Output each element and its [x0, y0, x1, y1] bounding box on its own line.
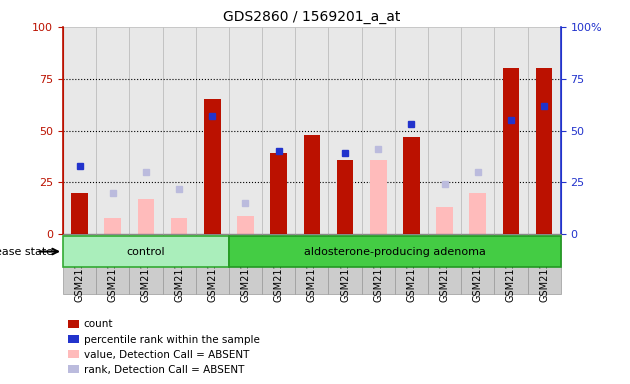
Title: GDS2860 / 1569201_a_at: GDS2860 / 1569201_a_at [223, 10, 401, 25]
Text: GSM211455: GSM211455 [373, 243, 383, 303]
Bar [328, 234, 362, 294]
Bar [96, 27, 129, 234]
Text: disease state: disease state [0, 247, 54, 257]
Bar [137, 199, 154, 234]
Bar [204, 99, 220, 234]
Text: control: control [127, 247, 165, 257]
Text: GSM211447: GSM211447 [108, 243, 118, 302]
Bar [63, 27, 96, 234]
Bar [295, 27, 328, 234]
Text: GSM211448: GSM211448 [141, 243, 151, 302]
Bar [63, 236, 229, 267]
Bar [71, 193, 88, 234]
Bar [536, 68, 553, 234]
Bar [229, 236, 561, 267]
Bar [503, 68, 519, 234]
Text: GSM211458: GSM211458 [472, 243, 483, 302]
Bar [527, 27, 561, 234]
Bar [495, 234, 527, 294]
Bar [328, 27, 362, 234]
Text: GSM211457: GSM211457 [440, 243, 450, 303]
Bar [204, 215, 220, 234]
Bar [129, 27, 163, 234]
Bar [229, 234, 262, 294]
Bar [270, 153, 287, 234]
Bar [469, 193, 486, 234]
Bar [63, 234, 96, 294]
Text: GSM211453: GSM211453 [307, 243, 317, 302]
Text: GSM211451: GSM211451 [241, 243, 251, 302]
Text: GSM211454: GSM211454 [340, 243, 350, 302]
Bar [262, 234, 295, 294]
Bar [436, 207, 453, 234]
Text: GSM211452: GSM211452 [273, 243, 284, 303]
Bar [196, 27, 229, 234]
Bar [527, 234, 561, 294]
Bar [362, 234, 395, 294]
Bar [461, 234, 495, 294]
Bar [171, 218, 188, 234]
Bar [196, 234, 229, 294]
Text: GSM211459: GSM211459 [506, 243, 516, 302]
Bar [495, 27, 527, 234]
Bar [395, 234, 428, 294]
Text: GSM211446: GSM211446 [74, 243, 84, 302]
Bar [96, 234, 129, 294]
Bar [428, 234, 461, 294]
Text: GSM211456: GSM211456 [406, 243, 416, 302]
Text: aldosterone-producing adenoma: aldosterone-producing adenoma [304, 247, 486, 257]
Text: GSM211450: GSM211450 [207, 243, 217, 302]
Bar [105, 218, 121, 234]
Bar [370, 160, 386, 234]
Bar [362, 27, 395, 234]
Legend: count, percentile rank within the sample, value, Detection Call = ABSENT, rank, : count, percentile rank within the sample… [68, 319, 260, 375]
Bar [336, 160, 353, 234]
Bar [403, 137, 420, 234]
Bar [237, 215, 254, 234]
Bar [262, 27, 295, 234]
Bar [304, 135, 320, 234]
Bar [461, 27, 495, 234]
Bar [229, 27, 262, 234]
Bar [129, 234, 163, 294]
Text: GSM211460: GSM211460 [539, 243, 549, 302]
Bar [428, 27, 461, 234]
Bar [395, 27, 428, 234]
Bar [163, 27, 196, 234]
Bar [295, 234, 328, 294]
Bar [163, 234, 196, 294]
Text: GSM211449: GSM211449 [174, 243, 184, 302]
